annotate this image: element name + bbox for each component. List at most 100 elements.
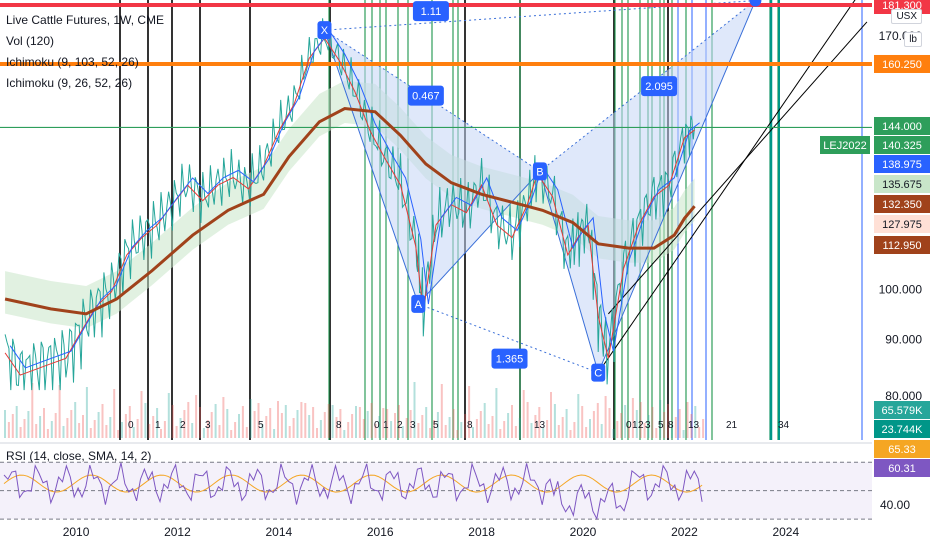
volume-bar (105, 425, 108, 438)
x-tick-label: 2024 (772, 525, 799, 539)
volume-bar (499, 429, 502, 438)
volume-bar (433, 420, 435, 438)
volume-bar (136, 419, 139, 438)
volume-bar (479, 411, 482, 438)
volume-bar (569, 430, 572, 438)
harmonic-ratio: 2.095 (641, 76, 678, 97)
volume-bar (604, 396, 607, 438)
volume-bar (288, 426, 291, 438)
volume-bar (635, 410, 638, 438)
volume-bar (347, 422, 350, 438)
volume-bar (214, 404, 217, 438)
volume-bar (401, 426, 404, 438)
price-tag-label: 135.675 (882, 179, 922, 191)
currency-unit-button[interactable]: USX (891, 9, 922, 24)
volume-bar (304, 403, 307, 438)
fib-time-label: 1 (383, 420, 389, 431)
volume-bar (66, 418, 69, 438)
volume-bar (573, 422, 576, 438)
y-tick-label: 90.000 (885, 333, 922, 347)
volume-bar (210, 412, 213, 438)
volume-bar (417, 423, 420, 438)
fib-time-label: 3 (645, 420, 651, 431)
volume-bar (187, 402, 190, 438)
tenkan-line (4, 37, 695, 376)
volume-bar (475, 419, 478, 438)
volume-bar (70, 410, 73, 438)
volume-bar (468, 386, 471, 438)
volume-bar (339, 409, 342, 438)
fib-time-label: 5 (433, 420, 439, 431)
volume-bar (323, 412, 326, 438)
x-tick-label: 2020 (570, 525, 597, 539)
volume-bar (374, 424, 377, 438)
x-tick-label: 2012 (164, 525, 191, 539)
lb-unit-button[interactable]: lb (904, 32, 922, 47)
x-tick-label: 2018 (468, 525, 495, 539)
volume-bar (460, 422, 463, 438)
volume-bar (553, 404, 556, 438)
volume-bar (425, 407, 428, 438)
volume-bar (39, 416, 42, 438)
volume-bar (394, 413, 396, 438)
harmonic-ratio-label: 1.11 (421, 6, 442, 18)
volume-bar (43, 408, 45, 438)
volume-bar (269, 408, 272, 438)
rsi-tag-box (874, 440, 930, 458)
price-tag: 132.350 (874, 195, 930, 213)
fib-time-label: 21 (726, 420, 738, 431)
volume-bar (296, 410, 299, 438)
rsi-tag-label: 65.33 (888, 444, 916, 456)
fib-time-label: 1 (632, 420, 638, 431)
harmonic-ratio-box (491, 348, 528, 369)
volume-bar (292, 418, 295, 438)
volume-bar (82, 415, 84, 438)
volume-bar (261, 424, 264, 438)
fib-time-label: 8 (336, 420, 342, 431)
price-tag-160-label: 160.250 (882, 59, 922, 71)
volume-bar (628, 426, 630, 438)
rsi-tag: 65.33 (874, 440, 930, 458)
rsi-tag-box (874, 459, 930, 477)
legend-ichimoku-2[interactable]: Ichimoku (9, 26, 52, 26) (6, 76, 133, 90)
volume-bar (421, 415, 424, 438)
volume-bar (550, 392, 552, 438)
volume-bar (7, 422, 10, 438)
volume-bar (46, 429, 49, 438)
price-tag-160-box (874, 54, 930, 73)
legend-rsi[interactable]: RSI (14, close, SMA, 14, 2) (6, 449, 152, 463)
fib-time-label: 2 (638, 420, 644, 431)
volume-bar (257, 403, 260, 438)
legend-volume[interactable]: Vol (120) (6, 34, 55, 48)
volume-bar (639, 402, 642, 438)
fib-time-label: 0 (626, 420, 632, 431)
legend-ichimoku-1[interactable]: Ichimoku (9, 103, 52, 26) (6, 55, 139, 69)
fib-time-label: 3 (205, 420, 211, 431)
volume-bar (284, 405, 287, 438)
volume-bar (273, 429, 276, 438)
harmonic-ratio-label: 2.095 (645, 81, 673, 93)
volume-bar (682, 430, 685, 438)
volume-bar (616, 421, 619, 438)
fib-time-label: 1 (155, 420, 161, 431)
volume-bar (163, 421, 166, 438)
kijun-line (4, 106, 696, 316)
volume-bar (124, 414, 127, 438)
volume-bar (526, 402, 529, 438)
volume-bar (452, 409, 455, 438)
volume-bar (226, 409, 229, 438)
fib-time-label: 0 (374, 420, 380, 431)
volume-bar (351, 414, 354, 438)
volume-bar (472, 427, 474, 438)
volume-bar (31, 383, 34, 438)
volume-tag: 65.579K (874, 401, 930, 419)
harmonic-point-x: X (317, 21, 332, 40)
volume-tag-label: 65.579K (882, 405, 924, 417)
volume-bar (89, 428, 92, 438)
volume-bar (659, 400, 662, 438)
volume-bar (534, 415, 537, 438)
price-tag-box (874, 175, 930, 193)
volume-bar (4, 410, 6, 438)
